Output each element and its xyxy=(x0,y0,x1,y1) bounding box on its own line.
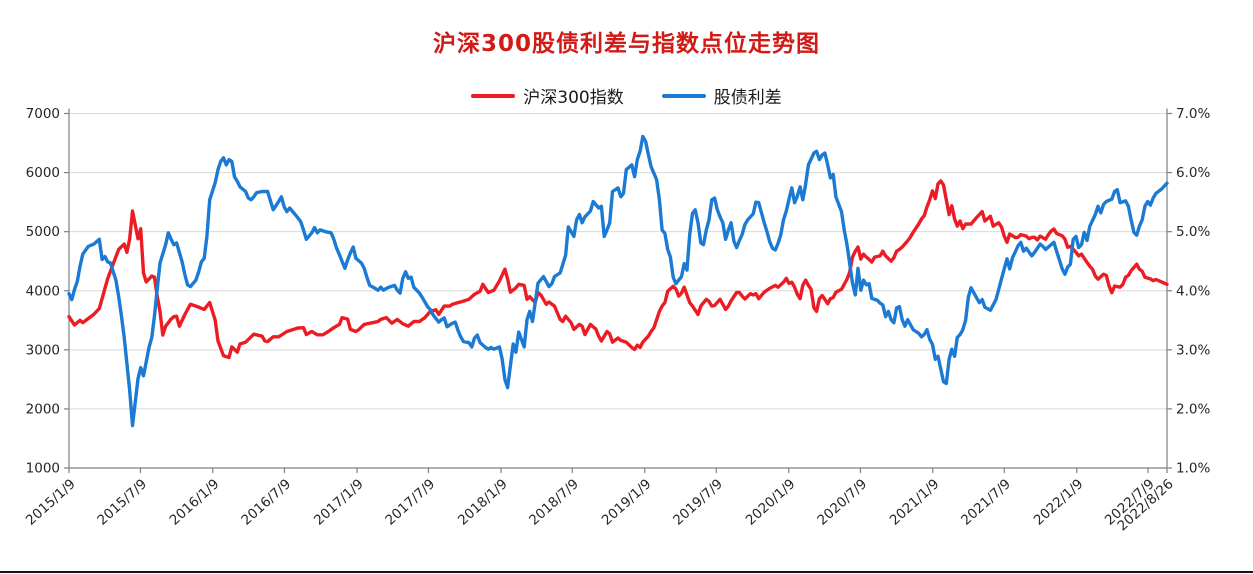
legend: 沪深300指数 股债利差 xyxy=(0,83,1253,108)
y-right-tick-label: 1.0% xyxy=(1176,461,1210,477)
x-tick-label: 2020/7/9 xyxy=(814,476,870,528)
x-tick-label: 2022/1/9 xyxy=(1031,476,1087,528)
x-tick-label: 2019/7/9 xyxy=(670,476,726,528)
legend-item-index: 沪深300指数 xyxy=(471,83,624,108)
legend-label-index: 沪深300指数 xyxy=(523,88,624,108)
y-left-tick-label: 3000 xyxy=(26,342,60,358)
x-tick-label: 2020/1/9 xyxy=(743,476,799,528)
x-tick-label: 2015/1/9 xyxy=(23,476,79,528)
y-right-tick-label: 2.0% xyxy=(1176,401,1210,417)
y-right-tick-label: 6.0% xyxy=(1176,165,1210,181)
legend-label-spread: 股债利差 xyxy=(713,88,782,108)
x-tick-label: 2015/7/9 xyxy=(94,476,150,528)
x-tick-label: 2017/7/9 xyxy=(382,476,438,528)
index-line-series xyxy=(67,179,1169,360)
y-right-tick-label: 5.0% xyxy=(1176,224,1210,240)
x-tick-label: 2018/1/9 xyxy=(455,476,511,528)
y-left-tick-label: 6000 xyxy=(26,165,60,181)
spread-line-series xyxy=(67,134,1169,428)
x-tick-label: 2016/1/9 xyxy=(167,476,223,528)
y-left-tick-label: 4000 xyxy=(26,283,60,299)
y-right-tick-label: 3.0% xyxy=(1176,342,1210,358)
legend-item-spread: 股债利差 xyxy=(661,83,782,108)
bottom-divider xyxy=(0,570,1253,573)
x-tick-label: 2018/7/9 xyxy=(526,476,582,528)
y-left-tick-label: 5000 xyxy=(26,224,60,240)
chart-title: 沪深300股债利差与指数点位走势图 xyxy=(432,31,820,57)
spread-line-swatch xyxy=(661,93,706,98)
y-right-tick-label: 4.0% xyxy=(1176,283,1210,299)
x-tick-label: 2019/1/9 xyxy=(599,476,655,528)
x-tick-label: 2021/1/9 xyxy=(887,476,943,528)
x-tick-label: 2017/1/9 xyxy=(311,476,367,528)
index-line-swatch xyxy=(471,93,516,98)
y-left-tick-label: 7000 xyxy=(26,106,60,122)
x-tick-label: 2016/7/9 xyxy=(238,476,294,528)
y-right-tick-label: 7.0% xyxy=(1176,106,1210,122)
x-tick-label: 2021/7/9 xyxy=(958,476,1014,528)
y-left-tick-label: 1000 xyxy=(26,461,60,477)
y-left-tick-label: 2000 xyxy=(26,401,60,417)
